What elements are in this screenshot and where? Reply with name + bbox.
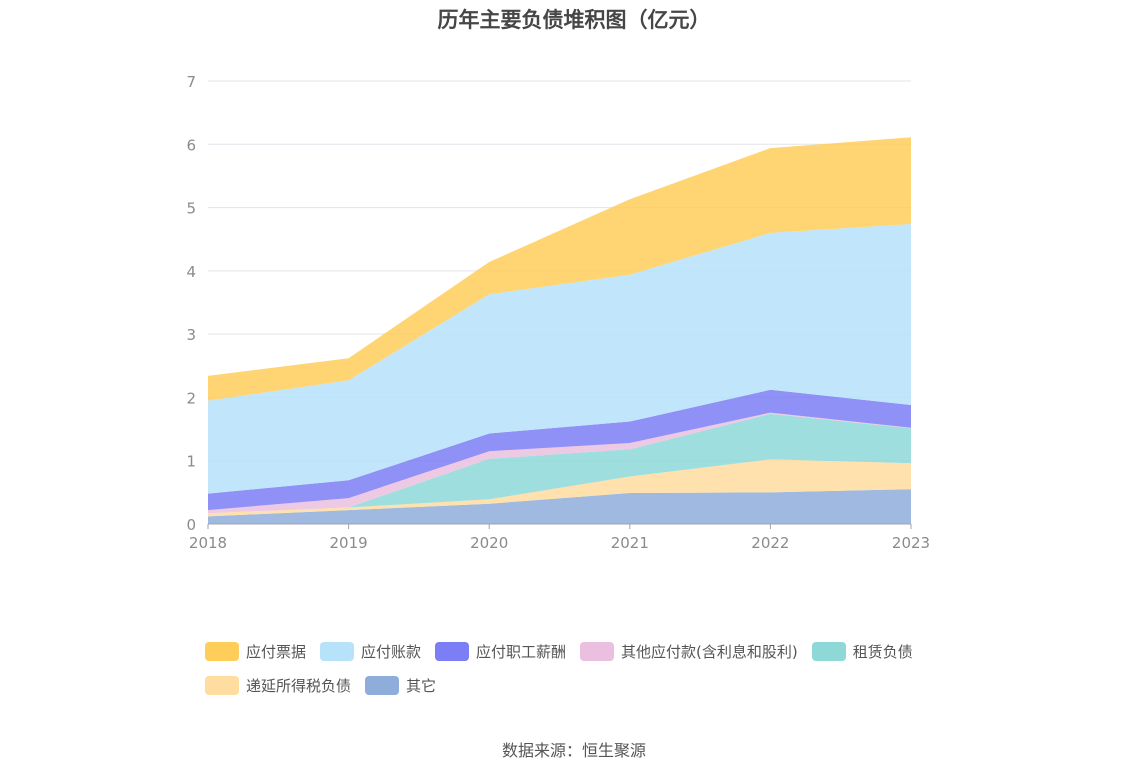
area-series (208, 224, 911, 494)
legend-item[interactable]: 其它 (365, 674, 436, 696)
y-tick-label: 0 (186, 516, 196, 534)
area-series (208, 459, 911, 517)
legend-swatch (811, 641, 846, 661)
legend-swatch (365, 675, 400, 695)
legend-label: 应付职工薪酬 (476, 642, 567, 661)
legend-swatch (205, 641, 239, 661)
y-tick-label: 6 (186, 136, 196, 154)
legend-swatch (580, 641, 615, 661)
legend-item[interactable]: 其他应付款(含利息和股利) (580, 640, 798, 662)
y-tick-label: 7 (186, 73, 196, 91)
legend-item[interactable]: 租赁负债 (811, 640, 913, 662)
legend-label: 其他应付款(含利息和股利) (621, 642, 798, 661)
legend-label: 其它 (406, 676, 437, 695)
legend-item[interactable]: 应付票据 (205, 640, 306, 662)
x-tick-label: 2019 (330, 534, 368, 552)
y-tick-label: 5 (186, 200, 196, 218)
legend-item[interactable]: 递延所得税负债 (205, 674, 351, 696)
y-tick-label: 1 (186, 453, 196, 471)
x-tick-label: 2021 (611, 534, 649, 552)
chart-title: 历年主要负债堆积图（亿元） (437, 8, 711, 32)
x-tick-label: 2018 (189, 534, 227, 552)
area-series (208, 137, 911, 401)
legend-label: 应付票据 (246, 642, 307, 661)
area-series (208, 412, 911, 514)
legend-swatch (205, 675, 239, 695)
x-tick-label: 2023 (892, 534, 930, 552)
x-tick-label: 2022 (751, 534, 789, 552)
legend-swatch (320, 641, 355, 661)
data-source: 数据来源：恒生聚源 (501, 741, 646, 760)
area-series (208, 413, 911, 514)
area-series (208, 389, 911, 511)
y-tick-label: 3 (186, 326, 196, 344)
y-tick-label: 4 (186, 263, 196, 281)
legend-label: 租赁负债 (852, 642, 913, 661)
legend-label: 应付账款 (361, 642, 422, 661)
legend-swatch (435, 641, 470, 661)
legend-item[interactable]: 应付职工薪酬 (435, 640, 566, 662)
x-tick-label: 2020 (470, 534, 508, 552)
y-tick-label: 2 (186, 389, 196, 407)
stacked-area-chart: 0 1 2 3 4 5 6 7 2018 2019 2020 2021 2022 2023 (186, 73, 930, 552)
area-series (208, 489, 911, 524)
chart-legend: 应付票据 应付账款 应付职工薪酬 其他应付款(含利息和股利) 租赁负债递延所得税负债 其它 (205, 640, 965, 708)
legend-label: 递延所得税负债 (246, 676, 352, 695)
legend-item[interactable]: 应付账款 (320, 640, 421, 662)
